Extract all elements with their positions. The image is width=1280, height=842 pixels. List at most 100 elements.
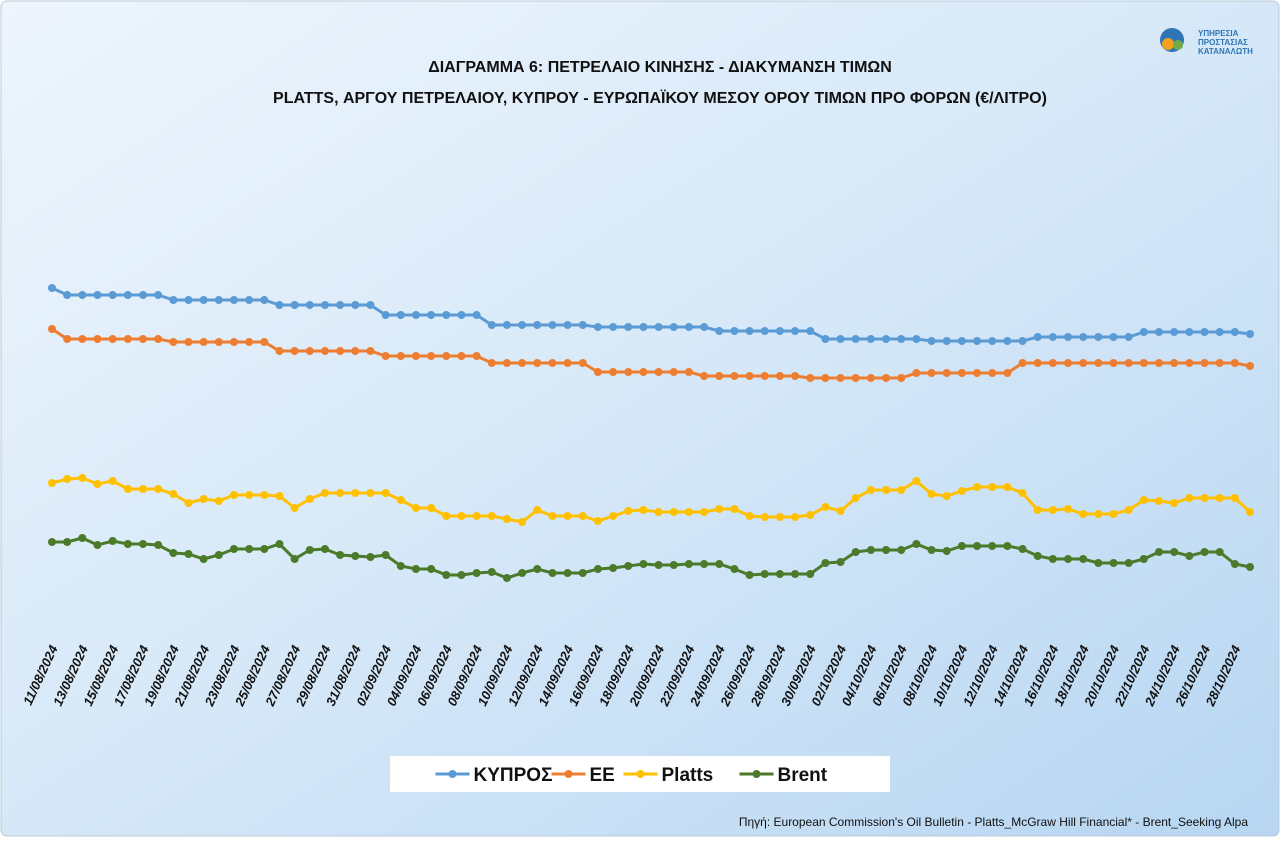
point-marker — [154, 485, 163, 493]
point-marker — [1124, 359, 1133, 367]
point-marker — [775, 372, 784, 380]
point-marker — [93, 480, 102, 488]
point-marker — [502, 359, 511, 367]
point-marker — [184, 550, 193, 558]
point-marker — [882, 374, 891, 382]
legend-label: ΚΥΠΡΟΣ — [474, 765, 553, 786]
point-marker — [745, 512, 754, 520]
point-marker — [275, 540, 284, 548]
point-marker — [1064, 505, 1073, 513]
point-marker — [700, 560, 709, 568]
point-marker — [1048, 555, 1057, 563]
point-marker — [396, 496, 405, 504]
point-marker — [336, 551, 345, 559]
point-marker — [730, 372, 739, 380]
point-marker — [760, 372, 769, 380]
point-marker — [1200, 548, 1209, 556]
point-marker — [245, 545, 254, 553]
point-marker — [715, 372, 724, 380]
point-marker — [927, 337, 936, 345]
point-marker — [897, 486, 906, 494]
point-marker — [48, 325, 56, 333]
point-marker — [1018, 337, 1027, 345]
point-marker — [305, 495, 314, 503]
point-marker — [396, 352, 405, 360]
legend-label: Brent — [778, 765, 828, 786]
point-marker — [366, 301, 375, 309]
point-marker — [821, 503, 830, 511]
point-marker — [351, 347, 360, 355]
point-marker — [336, 301, 345, 309]
legend-swatch — [752, 770, 761, 778]
point-marker — [548, 321, 557, 329]
point-marker — [1109, 359, 1118, 367]
point-marker — [609, 323, 618, 331]
point-marker — [48, 479, 56, 487]
point-marker — [320, 489, 329, 497]
point-marker — [502, 515, 511, 523]
point-marker — [821, 559, 830, 567]
point-marker — [624, 323, 633, 331]
point-marker — [1230, 359, 1239, 367]
point-marker — [123, 540, 132, 548]
point-marker — [63, 475, 72, 483]
legend-label: ΕΕ — [590, 765, 615, 786]
point-marker — [93, 335, 102, 343]
point-marker — [1246, 508, 1254, 516]
point-marker — [472, 569, 481, 577]
point-marker — [957, 487, 966, 495]
point-marker — [487, 512, 496, 520]
point-marker — [260, 338, 269, 346]
point-marker — [957, 369, 966, 377]
point-marker — [472, 352, 481, 360]
point-marker — [715, 505, 724, 513]
chart-subtitle: PLATTS, ΑΡΓΟΥ ΠΕΤΡΕΛΑΙΟΥ, ΚΥΠΡΟΥ - ΕΥΡΩΠ… — [273, 89, 1047, 107]
point-marker — [108, 291, 117, 299]
point-marker — [487, 359, 496, 367]
point-marker — [563, 359, 572, 367]
point-marker — [1094, 333, 1103, 341]
point-marker — [836, 335, 845, 343]
point-marker — [821, 335, 830, 343]
point-marker — [866, 546, 875, 554]
point-marker — [1200, 494, 1209, 502]
source-note: Πηγή: European Commission's Oil Bulletin… — [739, 815, 1248, 829]
point-marker — [775, 513, 784, 521]
point-marker — [593, 368, 602, 376]
point-marker — [973, 369, 982, 377]
point-marker — [609, 368, 618, 376]
point-marker — [336, 347, 345, 355]
point-marker — [897, 546, 906, 554]
point-marker — [260, 545, 269, 553]
point-marker — [1230, 328, 1239, 336]
point-marker — [229, 296, 238, 304]
point-marker — [957, 542, 966, 550]
point-marker — [427, 565, 436, 573]
point-marker — [760, 570, 769, 578]
logo-icon — [1173, 40, 1183, 50]
point-marker — [366, 553, 375, 561]
point-marker — [1018, 545, 1027, 553]
point-marker — [1109, 333, 1118, 341]
point-marker — [1185, 359, 1194, 367]
point-marker — [866, 486, 875, 494]
point-marker — [518, 321, 527, 329]
point-marker — [93, 291, 102, 299]
point-marker — [639, 323, 648, 331]
point-marker — [988, 483, 997, 491]
point-marker — [1079, 359, 1088, 367]
point-marker — [1246, 330, 1254, 338]
point-marker — [593, 517, 602, 525]
point-marker — [1048, 506, 1057, 514]
legend-swatch — [448, 770, 457, 778]
point-marker — [457, 311, 466, 319]
point-marker — [1155, 359, 1164, 367]
point-marker — [1003, 483, 1012, 491]
point-marker — [730, 505, 739, 513]
point-marker — [381, 489, 390, 497]
point-marker — [184, 338, 193, 346]
point-marker — [138, 540, 147, 548]
point-marker — [624, 507, 633, 515]
